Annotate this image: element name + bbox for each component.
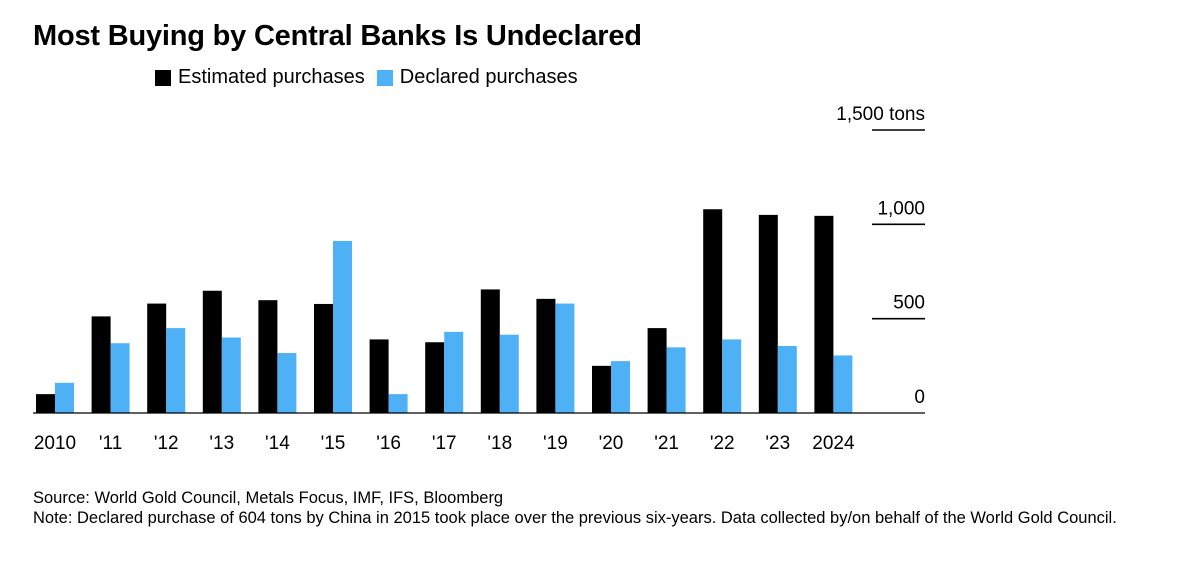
bar-declared: [555, 303, 575, 413]
footnote: Note: Declared purchase of 604 tons by C…: [33, 509, 1117, 527]
bar-declared: [55, 382, 74, 413]
bar-estimated: [147, 303, 167, 413]
bar-declared: [666, 347, 686, 413]
bar-declared: [221, 337, 241, 413]
y-tick-label: 1,500 tons: [836, 104, 925, 125]
bar-declared: [388, 394, 408, 413]
chart-title: Most Buying by Central Banks Is Undeclar…: [33, 20, 642, 52]
x-tick-label: '16: [376, 433, 401, 454]
bar-declared: [110, 343, 130, 413]
bar-estimated: [536, 298, 556, 413]
x-tick-label: '17: [432, 433, 457, 454]
x-tick-label: '15: [321, 433, 346, 454]
bar-declared: [611, 361, 630, 413]
bar-estimated: [703, 209, 723, 413]
bar-estimated: [592, 365, 611, 413]
legend-label-estimated: Estimated purchases: [178, 66, 365, 88]
bar-declared: [333, 240, 352, 413]
x-tick-label: '13: [209, 433, 234, 454]
bar-declared: [833, 355, 853, 413]
x-tick-label: '14: [265, 433, 290, 454]
y-tick-label: 0: [914, 387, 925, 408]
bar-declared: [499, 334, 519, 413]
bar-declared: [777, 346, 797, 413]
legend: Estimated purchases Declared purchases: [155, 66, 590, 89]
y-tick-label: 1,000: [877, 198, 925, 219]
bar-declared: [277, 353, 297, 413]
legend-swatch-declared: [376, 69, 393, 86]
source-note: Source: World Gold Council, Metals Focus…: [33, 489, 504, 507]
bar-estimated: [314, 303, 333, 413]
x-tick-label: '20: [599, 433, 624, 454]
legend-label-declared: Declared purchases: [399, 66, 578, 88]
x-tick-label: '23: [765, 433, 790, 454]
x-tick-label: '19: [543, 433, 568, 454]
x-tick-label: '12: [154, 433, 179, 454]
x-tick-label: '18: [487, 433, 512, 454]
legend-item-declared: Declared purchases: [376, 66, 578, 89]
bar-estimated: [480, 289, 500, 413]
x-tick-label: '21: [654, 433, 679, 454]
x-tick-label: '22: [710, 433, 735, 454]
bar-declared: [444, 331, 464, 413]
bar-estimated: [369, 339, 389, 413]
bar-declared: [722, 339, 742, 413]
bar-estimated: [814, 215, 834, 413]
x-tick-label: '11: [99, 433, 122, 454]
legend-item-estimated: Estimated purchases: [155, 66, 365, 89]
bar-estimated: [202, 290, 222, 413]
y-tick-label: 500: [893, 293, 925, 314]
bar-estimated: [258, 300, 278, 413]
footer: Source: World Gold Council, Metals Focus…: [33, 488, 1173, 528]
bar-estimated: [647, 328, 667, 413]
bar-declared: [166, 328, 186, 413]
bar-estimated: [425, 342, 445, 413]
x-tick-label: 2024: [812, 433, 855, 454]
bar-estimated: [36, 394, 55, 413]
x-tick-label: 2010: [34, 433, 76, 454]
bar-estimated: [758, 214, 778, 413]
legend-swatch-estimated: [155, 69, 171, 86]
bar-estimated: [91, 316, 111, 413]
